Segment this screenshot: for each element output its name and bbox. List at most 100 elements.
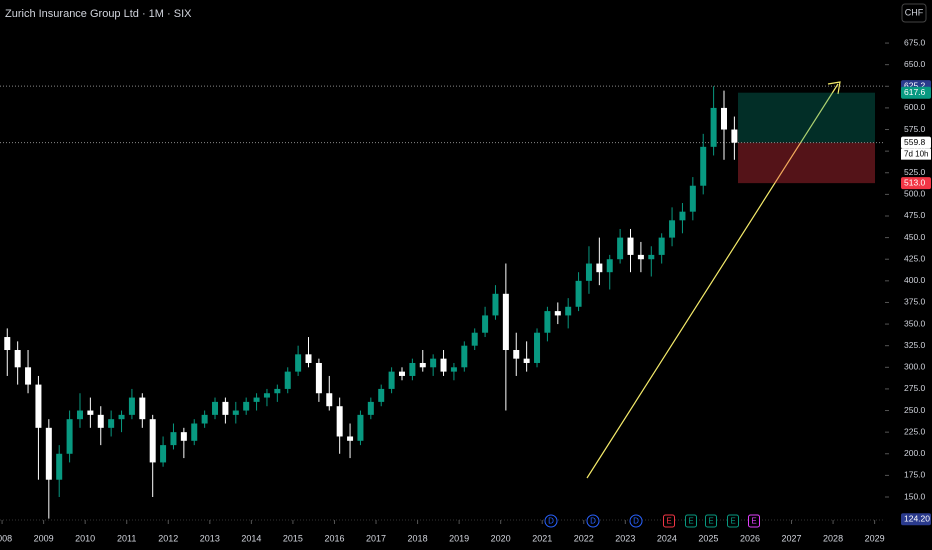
- y-tick-label: 350.0: [904, 318, 926, 328]
- currency-button[interactable]: [901, 3, 927, 23]
- candle: [596, 237, 603, 286]
- candle-body: [492, 293, 499, 316]
- candle: [253, 393, 260, 411]
- event-label[interactable]: E: [751, 517, 756, 526]
- candle: [658, 233, 665, 264]
- y-tick-label: 200.0: [904, 448, 926, 458]
- candle-body: [108, 419, 115, 428]
- x-tick-label: 2013: [200, 533, 220, 543]
- candle-body: [274, 388, 281, 394]
- candle: [149, 414, 156, 498]
- candle-body: [253, 397, 260, 402]
- candle: [284, 367, 291, 394]
- y-tick-label: 225.0: [904, 426, 926, 436]
- event-label[interactable]: E: [666, 517, 671, 526]
- candle-body: [357, 414, 364, 441]
- event-badge: [544, 514, 558, 528]
- candle-body: [56, 453, 63, 480]
- candle-body: [637, 254, 644, 260]
- candle-body: [648, 254, 655, 260]
- event-label[interactable]: E: [730, 517, 735, 526]
- candle-body: [139, 397, 146, 420]
- x-tick-label: 2029: [865, 533, 885, 543]
- candle: [461, 341, 468, 372]
- x-tick-label: 2026: [740, 533, 760, 543]
- x-tick-label: 2016: [324, 533, 344, 543]
- candle: [56, 445, 63, 498]
- x-tick-label: 2025: [698, 533, 718, 543]
- candle-body: [149, 419, 156, 463]
- candle-body: [128, 397, 135, 415]
- candle-body: [710, 107, 717, 147]
- candle-body: [731, 129, 738, 143]
- candle: [232, 401, 239, 424]
- x-tick-label: 2011: [117, 533, 136, 543]
- candle-body: [398, 371, 405, 376]
- candle-body: [471, 332, 478, 346]
- y-tick-label: 150.0: [904, 491, 926, 501]
- y-tick-label: 250.0: [904, 405, 926, 415]
- candle-body: [450, 367, 457, 372]
- event-label[interactable]: D: [590, 517, 596, 526]
- x-tick-label: 2028: [823, 533, 843, 543]
- candle: [4, 328, 11, 376]
- candle: [534, 328, 541, 368]
- candle: [502, 263, 509, 411]
- candle: [336, 397, 343, 454]
- candle-body: [565, 306, 572, 316]
- x-tick-label: 2014: [241, 533, 261, 543]
- event-badge: [629, 514, 643, 528]
- x-tick-label: 2017: [366, 533, 386, 543]
- candle: [492, 285, 499, 320]
- target-zone: [738, 92, 875, 143]
- y-tick-label: 475.0: [904, 210, 926, 220]
- x-tick-label: 2018: [408, 533, 428, 543]
- candle-body: [315, 362, 322, 394]
- event-label[interactable]: D: [633, 517, 639, 526]
- candle-body: [523, 358, 530, 363]
- event-label[interactable]: D: [548, 517, 554, 526]
- candle: [419, 350, 426, 372]
- y-tick-label: 575.0: [904, 124, 926, 134]
- candle-body: [679, 211, 686, 221]
- event-label[interactable]: E: [688, 517, 693, 526]
- candle: [430, 354, 437, 376]
- candle: [191, 419, 198, 446]
- event-badge: [586, 514, 600, 528]
- y-tick-label: 525.0: [904, 167, 926, 177]
- y-tick-label: 300.0: [904, 362, 926, 372]
- x-tick-label: 2022: [574, 533, 594, 543]
- candle: [66, 410, 73, 463]
- candle-body: [14, 350, 21, 368]
- candle: [378, 384, 385, 407]
- candle-body: [222, 401, 229, 415]
- candle: [14, 341, 21, 385]
- candle-body: [243, 401, 250, 411]
- candle: [118, 410, 125, 433]
- x-tick-label: 2024: [657, 533, 677, 543]
- candle-body: [534, 332, 541, 363]
- candle: [440, 350, 447, 376]
- candle: [108, 410, 115, 437]
- candle-body: [689, 185, 696, 212]
- candle-body: [295, 354, 302, 372]
- candle-body: [4, 337, 11, 351]
- currency[interactable]: CHF: [905, 7, 924, 17]
- candle: [305, 337, 312, 368]
- candle-body: [419, 362, 426, 368]
- candle-body: [35, 384, 42, 428]
- candle: [617, 228, 624, 264]
- y-tick-label: 500.0: [904, 189, 926, 199]
- price-label: 625.2: [904, 80, 926, 90]
- candle: [606, 254, 613, 290]
- candle: [554, 302, 561, 325]
- candle: [565, 298, 572, 329]
- candle: [243, 397, 250, 415]
- price-label-bg: [901, 513, 931, 526]
- candle-body: [232, 410, 239, 415]
- event-label[interactable]: E: [708, 517, 713, 526]
- candle-body: [336, 406, 343, 437]
- y-tick-label: 650.0: [904, 59, 926, 69]
- candle: [627, 228, 634, 273]
